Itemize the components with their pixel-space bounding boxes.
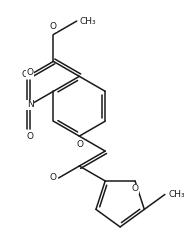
Text: O: O — [50, 22, 57, 31]
Text: O: O — [77, 140, 84, 149]
Text: O: O — [27, 68, 34, 77]
Text: N: N — [27, 100, 34, 109]
Text: O: O — [27, 132, 34, 141]
Text: CH₃: CH₃ — [168, 190, 185, 199]
Text: O: O — [21, 70, 28, 79]
Text: O: O — [49, 173, 56, 183]
Text: CH₃: CH₃ — [80, 17, 97, 26]
Text: O: O — [132, 184, 139, 193]
